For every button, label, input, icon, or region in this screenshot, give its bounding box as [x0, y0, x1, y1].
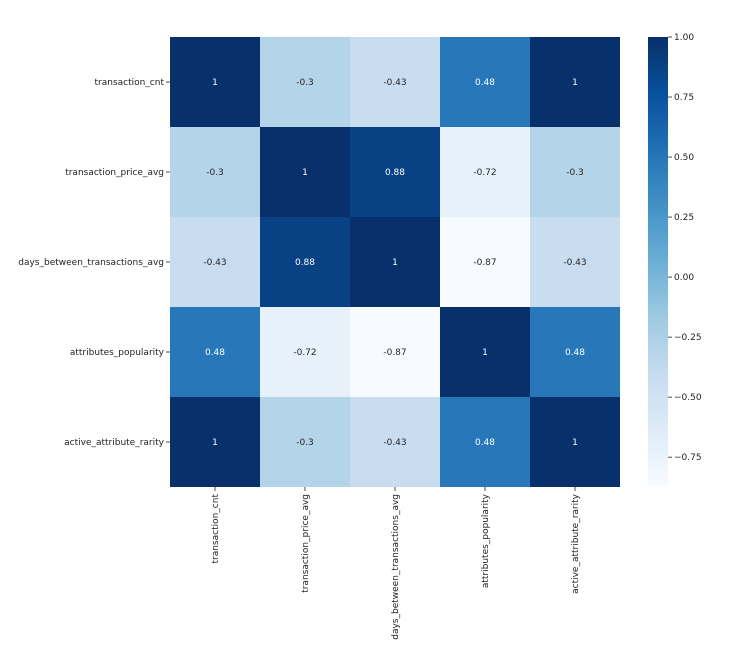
heatmap-cell — [440, 37, 530, 127]
colorbar-tick-label: 0.25 — [674, 213, 694, 223]
heatmap-cell — [350, 307, 440, 397]
colorbar-tick-label: 0.00 — [674, 273, 694, 283]
colorbar-tick-label: 0.75 — [674, 93, 694, 103]
heatmap-cell — [530, 37, 620, 127]
heatmap-cell — [260, 127, 350, 217]
heatmap-cell — [530, 397, 620, 487]
cell-value-label: 1 — [302, 168, 308, 178]
row-label: days_between_transactions_avg — [18, 258, 164, 268]
colorbar-tick-label: 0.50 — [674, 153, 694, 163]
colorbar-tick-label: −0.50 — [674, 393, 702, 403]
cell-value-label: -0.87 — [473, 258, 496, 268]
colorbar-gradient — [648, 37, 668, 486]
cell-value-label: 1 — [572, 78, 578, 88]
heatmap-cell — [170, 307, 260, 397]
heatmap-cell — [440, 127, 530, 217]
column-label: transaction_price_avg — [301, 494, 311, 593]
heatmap-cell — [440, 307, 530, 397]
column-label: transaction_cnt — [211, 494, 221, 564]
row-label: transaction_cnt — [94, 78, 164, 88]
colorbar-tick-label: −0.75 — [674, 453, 702, 463]
heatmap-cell — [170, 397, 260, 487]
cell-value-label: 1 — [212, 78, 218, 88]
cell-value-label: -0.43 — [563, 258, 586, 268]
cell-value-label: -0.3 — [566, 168, 584, 178]
heatmap-cell — [260, 37, 350, 127]
cell-value-label: 0.48 — [475, 438, 495, 448]
column-label: attributes_popularity — [481, 493, 491, 588]
cell-value-label: -0.3 — [296, 78, 314, 88]
cell-value-label: 0.48 — [475, 78, 495, 88]
heatmap-cell — [350, 397, 440, 487]
cell-value-label: -0.43 — [383, 438, 406, 448]
heatmap-cell — [350, 127, 440, 217]
row-label: active_attribute_rarity — [64, 438, 165, 448]
row-label: transaction_price_avg — [65, 168, 164, 178]
heatmap-cell — [440, 217, 530, 307]
cell-value-label: 0.88 — [295, 258, 315, 268]
cell-value-label: -0.43 — [383, 78, 406, 88]
cell-value-label: 0.88 — [385, 168, 405, 178]
heatmap-cell — [530, 127, 620, 217]
heatmap-cell — [260, 217, 350, 307]
cell-value-label: 1 — [212, 438, 218, 448]
cell-value-label: -0.3 — [206, 168, 224, 178]
heatmap-cells: 1 -0.3 -0.43 0.48 1 -0.3 1 0.88 -0.72 -0.3 -0.43 0.… — [170, 37, 620, 487]
cell-value-label: 0.48 — [565, 348, 585, 358]
colorbar: 1.00 0.75 0.50 0.25 0.00 −0.25 −0.50 −0.75 — [648, 33, 702, 486]
heatmap-cell — [260, 307, 350, 397]
column-label: active_attribute_rarity — [571, 493, 581, 594]
heatmap-cell — [350, 37, 440, 127]
heatmap-cell — [530, 217, 620, 307]
row-label: attributes_popularity — [70, 348, 165, 358]
cell-value-label: 1 — [392, 258, 398, 268]
heatmap-cell — [530, 307, 620, 397]
cell-value-label: 1 — [572, 438, 578, 448]
colorbar-tick-label: 1.00 — [674, 33, 694, 43]
cell-value-label: -0.87 — [383, 348, 406, 358]
cell-value-label: 1 — [482, 348, 488, 358]
cell-value-label: -0.43 — [203, 258, 226, 268]
column-labels: transaction_cnt transaction_price_avg days… — [211, 487, 581, 640]
heatmap-cell — [350, 217, 440, 307]
heatmap-cell — [170, 217, 260, 307]
cell-value-label: -0.72 — [473, 168, 496, 178]
colorbar-tick-label: −0.25 — [674, 333, 702, 343]
heatmap-cell — [440, 397, 530, 487]
heatmap-cell — [260, 397, 350, 487]
heatmap-cell — [170, 127, 260, 217]
cell-value-label: 0.48 — [205, 348, 225, 358]
row-labels: transaction_cnt transaction_price_avgdays… — [18, 78, 170, 448]
heatmap-cell — [170, 37, 260, 127]
cell-value-label: -0.3 — [296, 438, 314, 448]
column-label: days_between_transactions_avg — [391, 494, 401, 640]
cell-value-label: -0.72 — [293, 348, 316, 358]
